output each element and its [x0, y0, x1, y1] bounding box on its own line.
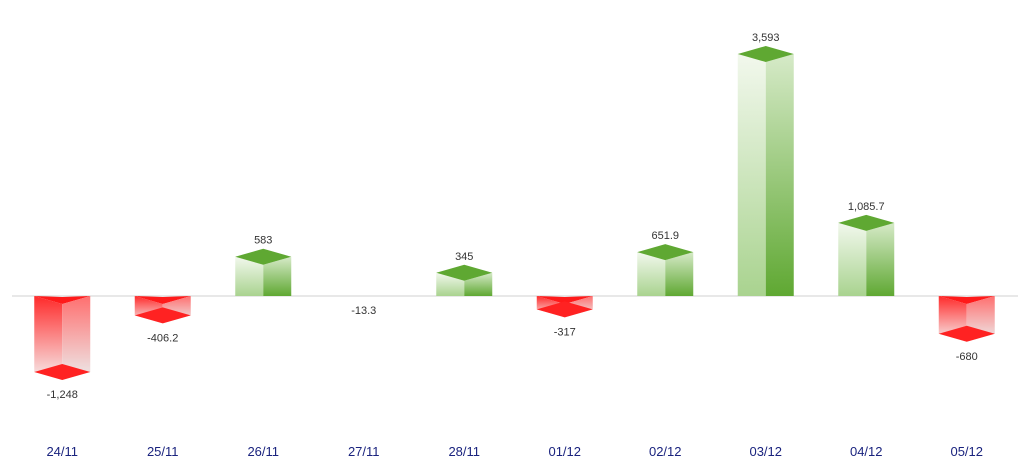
bar-face-right	[263, 256, 292, 296]
value-label-02/12: 651.9	[651, 230, 679, 242]
bar-bottom-cap	[938, 325, 995, 342]
bar-25/11	[134, 296, 191, 324]
bar-face-left	[34, 296, 63, 381]
bar-24/11	[34, 296, 91, 381]
value-label-25/11: -406.2	[147, 332, 178, 344]
x-tick-label-24/11: 24/11	[46, 444, 78, 459]
bar-cap	[436, 264, 493, 281]
value-label-01/12: -317	[554, 326, 576, 338]
x-tick-label-28/11: 28/11	[448, 444, 480, 459]
x-tick-label-25/11: 25/11	[147, 444, 179, 459]
value-labels-group: -1,248 -406.2 583 -13.3 345 -317 651.9 3,593 1,0…	[47, 32, 978, 401]
bar-28/11	[436, 264, 493, 296]
x-tick-label-04/12: 04/12	[850, 444, 883, 459]
bar-cap	[235, 248, 292, 265]
x-tick-label-26/11: 26/11	[247, 444, 279, 459]
x-tick-label-27/11: 27/11	[348, 444, 380, 459]
bar-cap	[838, 214, 895, 231]
value-label-05/12: -680	[956, 351, 978, 363]
value-label-04/12: 1,085.7	[848, 201, 885, 213]
bar-05/12	[938, 296, 995, 342]
value-label-03/12: 3,593	[752, 32, 780, 44]
bar-face-left	[436, 272, 465, 296]
bar-bottom-cap	[34, 364, 91, 381]
bar-04/12	[838, 214, 895, 296]
value-label-24/11: -1,248	[47, 389, 78, 401]
bar-cap	[536, 296, 593, 304]
bar-face-right	[62, 296, 91, 381]
bars-group	[34, 46, 995, 381]
bar-cap	[737, 46, 794, 62]
bar-02/12	[637, 244, 694, 296]
value-label-26/11: 583	[254, 235, 272, 247]
bar-face-right	[464, 272, 493, 296]
bar-face-right	[665, 252, 694, 296]
bar-face-left	[637, 252, 666, 296]
bar-03/12	[737, 46, 794, 296]
bar-face-right	[765, 54, 794, 296]
value-label-27/11: -13.3	[351, 305, 376, 317]
bar-face-left	[838, 222, 867, 296]
bar-26/11	[235, 248, 292, 296]
value-label-28/11: 345	[455, 251, 473, 263]
bar-cap	[134, 296, 191, 304]
bar-bottom-cap	[536, 301, 593, 318]
bar-cap	[938, 296, 995, 304]
bar-face-left	[235, 256, 264, 296]
x-tick-label-05/12: 05/12	[950, 444, 983, 459]
bar-face-right	[866, 222, 895, 296]
bar-bottom-cap	[134, 307, 191, 324]
x-tick-label-03/12: 03/12	[749, 444, 782, 459]
bar-cap	[34, 296, 91, 304]
bar-cap	[637, 244, 694, 261]
bar-01/12	[536, 296, 593, 318]
x-tick-label-02/12: 02/12	[649, 444, 682, 459]
x-tick-labels-group: 24/11 25/11 26/11 27/11 28/11 01/12 02/12 03/12…	[46, 444, 983, 459]
x-tick-label-01/12: 01/12	[548, 444, 581, 459]
bar-face-left	[737, 54, 766, 296]
